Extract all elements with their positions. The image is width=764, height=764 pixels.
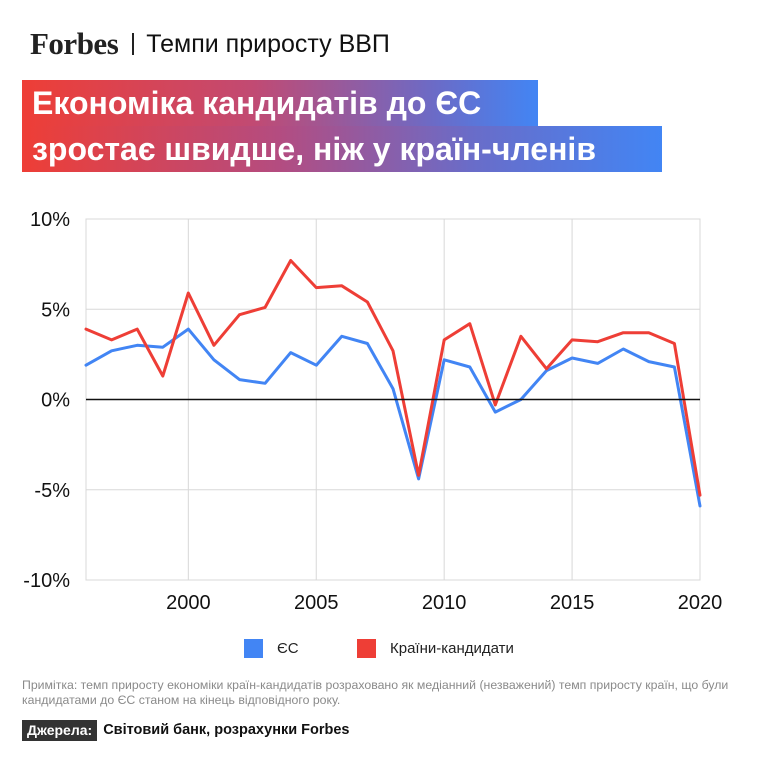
series-line-candidates xyxy=(84,259,702,497)
header-divider xyxy=(132,33,135,55)
x-tick-label: 2010 xyxy=(422,592,467,614)
x-tick-label: 2005 xyxy=(294,592,339,614)
y-tick-label: 5% xyxy=(41,299,70,321)
chart-series xyxy=(84,259,702,508)
y-tick-label: -5% xyxy=(34,480,70,502)
legend-swatch-candidates xyxy=(357,638,376,658)
chart-tick-labels: 10% 5% 0% -5% -10% 2000 2005 2010 2015 2020 xyxy=(23,209,722,614)
section-title: Темпи приросту ВВП xyxy=(146,29,390,58)
y-tick-label: 10% xyxy=(30,209,70,231)
headline-line-1: Економіка кандидатів до ЄС xyxy=(22,80,538,126)
legend-label-candidates: Країни-кандидати xyxy=(390,639,514,657)
source-tag: Джерела: xyxy=(22,719,98,741)
forbes-logo: Forbes xyxy=(30,26,119,61)
y-tick-label: -10% xyxy=(23,570,70,592)
legend-label-eu: ЄС xyxy=(277,639,299,657)
header: Forbes Темпи приросту ВВП xyxy=(30,24,390,64)
source-text: Світовий банк, розрахунки Forbes xyxy=(103,722,350,738)
y-tick-label: 0% xyxy=(41,390,70,412)
source-line: Джерела: Світовий банк, розрахунки Forbe… xyxy=(22,719,350,741)
legend-swatch-eu xyxy=(244,638,263,658)
series-line-eu xyxy=(84,327,702,508)
headline-line-2: зростає швидше, ніж у країн-членів xyxy=(22,126,662,172)
x-tick-label: 2000 xyxy=(166,592,211,614)
legend-item-eu: ЄС xyxy=(244,636,299,660)
x-tick-label: 2020 xyxy=(678,592,723,614)
footnote: Примітка: темп приросту економіки країн-… xyxy=(22,678,729,707)
legend-item-candidates: Країни-кандидати xyxy=(357,636,514,660)
x-tick-label: 2015 xyxy=(550,592,595,614)
gdp-growth-chart: 10% 5% 0% -5% -10% 2000 2005 2010 2015 2020 xyxy=(23,209,722,614)
